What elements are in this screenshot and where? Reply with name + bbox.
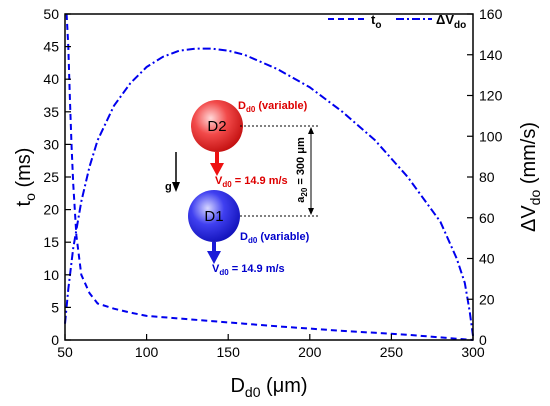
droplet-d1-label: D1 bbox=[204, 208, 223, 225]
y-left-axis-title: to (ms) bbox=[13, 148, 38, 207]
y-left-tick-label: 10 bbox=[43, 267, 59, 283]
droplet-d2-diameter-label: Dd0 (variable) bbox=[238, 100, 308, 114]
y-right-tick-label: 60 bbox=[479, 210, 495, 226]
y-right-tick-label: 0 bbox=[479, 332, 487, 348]
gravity-label: g bbox=[165, 181, 172, 193]
y-right-tick-label: 40 bbox=[479, 251, 495, 267]
y-left-tick-label: 30 bbox=[43, 136, 59, 152]
legend-label-dv: ΔVdo bbox=[436, 12, 466, 31]
y-left-tick-label: 20 bbox=[43, 202, 59, 218]
x-tick-label: 50 bbox=[57, 344, 73, 360]
y-right-axis-title: ΔVdo (mm/s) bbox=[518, 122, 543, 232]
y-right-tick-label: 120 bbox=[479, 88, 503, 104]
droplet-d1 bbox=[188, 190, 240, 242]
x-tick-label: 250 bbox=[380, 344, 404, 360]
droplet-d1-diameter-label: Dd0 (variable) bbox=[240, 231, 310, 245]
legend: to ΔVdo bbox=[328, 12, 466, 31]
y-left-tick-label: 40 bbox=[43, 71, 59, 87]
droplet-d2-label: D2 bbox=[207, 118, 226, 135]
droplet-schematic: D2 Dd0 (variable) Vd0 = 14.9 m/s D1 Dd0 … bbox=[165, 100, 318, 277]
x-tick-label: 100 bbox=[135, 344, 159, 360]
arrow-d1-head bbox=[207, 251, 221, 264]
y-right-tick-label: 140 bbox=[479, 47, 503, 63]
y-left-tick-label: 5 bbox=[51, 299, 59, 315]
x-tick-label: 200 bbox=[298, 344, 322, 360]
series-line-delta-v bbox=[64, 47, 474, 337]
x-axis-title: Dd0 (μm) bbox=[230, 375, 307, 400]
arrow-d2-head bbox=[210, 163, 224, 176]
droplet-d2 bbox=[191, 100, 243, 152]
y-right-tick-label: 100 bbox=[479, 128, 503, 144]
legend-label-t: to bbox=[371, 12, 381, 31]
spacing-arrowhead-bottom bbox=[308, 208, 314, 215]
spacing-arrowhead-top bbox=[308, 127, 314, 134]
droplet-d2-velocity-label: Vd0 = 14.9 m/s bbox=[215, 175, 288, 189]
y-left-tick-label: 15 bbox=[43, 234, 59, 250]
y-left-tick-label: 0 bbox=[51, 332, 59, 348]
x-tick-label: 300 bbox=[461, 344, 485, 360]
y-right-tick-label: 160 bbox=[479, 6, 503, 22]
y-right-tick-label: 80 bbox=[479, 169, 495, 185]
y-left-tick-label: 35 bbox=[43, 104, 59, 120]
spacing-label: a20 = 300 μm bbox=[295, 137, 309, 203]
y-left-tick-label: 25 bbox=[43, 169, 59, 185]
y-right-tick-label: 20 bbox=[479, 291, 495, 307]
y-left-tick-label: 50 bbox=[43, 6, 59, 22]
gravity-arrow-head bbox=[172, 182, 180, 192]
y-left-tick-label: 45 bbox=[43, 39, 59, 55]
series-line-t-o bbox=[65, 13, 474, 341]
x-tick-label: 150 bbox=[217, 344, 241, 360]
droplet-d1-velocity-label: Vd0 = 14.9 m/s bbox=[212, 263, 285, 277]
